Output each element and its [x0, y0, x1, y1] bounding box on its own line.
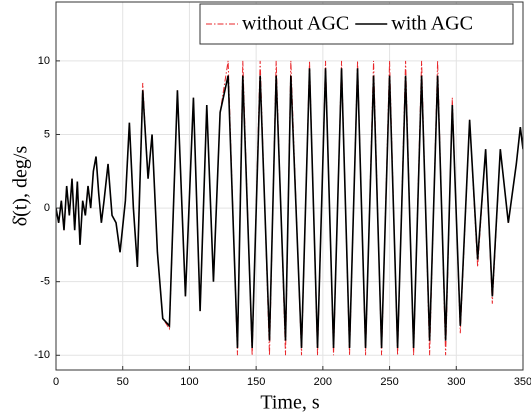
x-tick-label: 150	[247, 376, 265, 388]
y-tick-label: -5	[40, 276, 50, 288]
x-tick-label: 250	[380, 376, 398, 388]
legend-label: without AGC	[242, 13, 349, 35]
x-tick-label: 100	[180, 376, 198, 388]
x-tick-label: 200	[314, 376, 332, 388]
y-tick-label: 5	[44, 128, 50, 140]
x-axis-label: Time, s	[260, 392, 320, 414]
x-tick-label: 50	[117, 376, 129, 388]
y-tick-label: 10	[38, 55, 50, 67]
legend-label: with AGC	[391, 13, 473, 35]
x-tick-label: 0	[53, 376, 59, 388]
y-tick-label: -10	[34, 349, 50, 361]
y-tick-label: 0	[44, 202, 50, 214]
x-tick-label: 350	[514, 376, 531, 388]
x-tick-label: 300	[447, 376, 465, 388]
y-axis-label: δ̇(t), deg/s	[10, 146, 32, 227]
plot-frame	[55, 1, 524, 371]
line	[56, 68, 523, 348]
